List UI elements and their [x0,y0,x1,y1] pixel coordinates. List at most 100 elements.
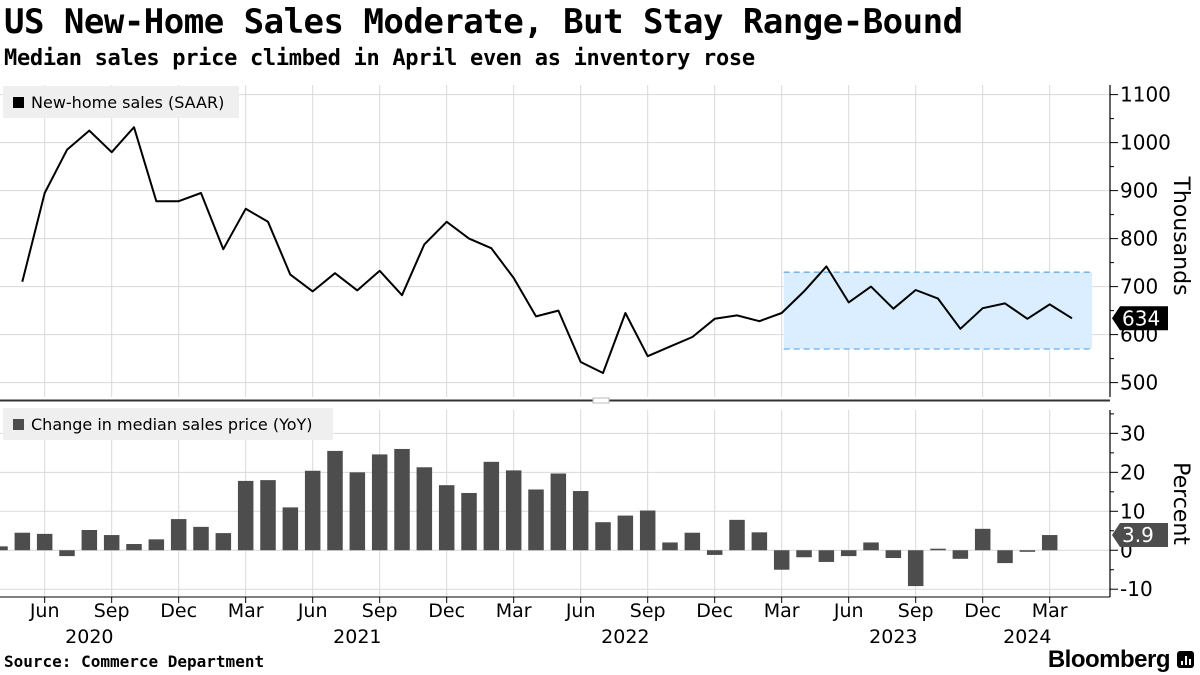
bar-2023-02 [751,532,768,551]
sales-axis-tick-label: 900 [1120,179,1158,203]
x-tick-label: Mar [764,600,800,622]
bar-2023-08 [885,550,902,559]
sales-line [21,126,1073,374]
price-legend-swatch [13,419,24,430]
x-tick-label: Dec [160,600,197,622]
sales-axis-tick-label: 800 [1120,227,1158,251]
bar-2022-05 [550,473,567,551]
bar-2022-12 [706,550,723,555]
range-band-layer [783,271,1093,350]
x-tick-label: Dec [696,600,733,622]
brand-logo-text: Bloomberg [1047,646,1171,673]
x-tick-label: Jun [833,600,864,622]
bar-2021-12 [438,485,455,551]
bar-2020-04 [0,546,8,551]
price-axis-tick-label: -10 [1120,577,1153,601]
x-year-label: 2024 [1003,626,1051,648]
price-last-value-text: 3.9 [1122,523,1154,547]
bar-2022-03 [505,470,522,551]
x-tick-label: Dec [428,600,465,622]
bar-2022-06 [572,491,589,551]
legend-layer: New-home sales (SAAR) Change in median sa… [3,86,333,440]
bar-2020-08 [81,529,98,551]
x-tick-label: Jun [29,600,60,622]
bar-2024-03 [1041,535,1058,551]
sales-axis-tick-label: 700 [1120,275,1158,299]
bar-2023-04 [796,550,812,558]
x-tick-label: Dec [964,600,1001,622]
bar-2021-07 [327,450,343,551]
price-axis-tick-label: 20 [1120,460,1145,484]
x-tick-label: Mar [496,600,532,622]
bar-2020-10 [126,544,142,551]
sales-legend-swatch [13,97,24,108]
bar-2023-09 [907,550,924,587]
sales-axis-tick-label: 1100 [1120,83,1171,107]
sales-legend-label: New-home sales (SAAR) [31,93,224,112]
price-legend-bg [3,408,333,440]
price-last-value-box [1112,523,1168,548]
sales-axis-title: Thousands [1168,175,1193,295]
bar-2024-02 [1019,550,1036,552]
bar-2024-01 [997,550,1013,564]
bar-2021-03 [237,480,254,551]
bar-2021-10 [394,448,410,551]
sales-axis-tick-label: 1000 [1120,131,1171,155]
range-band [783,272,1093,349]
bar-2021-08 [349,472,366,551]
bar-2020-12 [170,519,187,551]
bar-2021-02 [215,533,232,551]
bar-2021-09 [371,454,388,551]
x-year-label: 2022 [601,626,649,648]
sales-axis-tick-label: 500 [1120,371,1158,395]
bloomberg-icon [1177,651,1194,668]
price-axis-title: Percent [1168,462,1193,545]
price-axis-tick-label: 30 [1120,421,1145,445]
bar-2022-09 [639,510,656,551]
bar-2023-05 [818,550,835,562]
chart-title: US New-Home Sales Moderate, But Stay Ran… [4,2,963,42]
bar-2022-01 [461,492,477,551]
sales-legend: New-home sales (SAAR) [3,86,239,118]
panel-splitter-handle [592,397,610,404]
x-tick-label: Sep [898,600,934,622]
bar-2020-05 [14,532,31,551]
bar-2022-10 [662,542,678,551]
sales-last-value-text: 634 [1122,306,1160,330]
bar-2023-03 [773,550,790,570]
bar-2020-11 [148,539,165,551]
x-tick-label: Jun [297,600,328,622]
price-legend: Change in median sales price (YoY) [3,408,333,440]
bar-2023-07 [863,542,879,551]
bar-2020-06 [36,533,53,551]
bar-2021-04 [260,480,276,551]
sales-last-value-box [1112,306,1168,331]
bar-2023-06 [840,550,857,557]
bar-2022-07 [595,522,611,551]
bar-2023-01 [729,519,745,551]
x-year-label: 2023 [869,626,917,648]
bar-2021-06 [304,470,321,551]
price-axis-tick-label: 10 [1120,499,1145,523]
source-note: Source: Commerce Department [4,652,265,671]
sales-legend-bg [3,86,239,118]
axis-layer: 50060070080090010001100-100102030Thousan… [0,83,1193,648]
x-year-label: 2020 [65,626,113,648]
bar-2023-11 [952,550,969,559]
bar-2023-12 [974,528,991,551]
bar-series-layer [0,448,1058,587]
line-series-layer [21,126,1073,374]
bar-2020-09 [103,535,120,551]
price-last-value: 3.9 [1112,523,1168,548]
chart-subtitle: Median sales price climbed in April even… [4,46,755,71]
bar-2021-05 [282,507,299,551]
sales-last-value: 634 [1112,306,1168,331]
x-tick-label: Jun [565,600,596,622]
bar-2021-01 [193,526,209,551]
x-year-label: 2021 [333,626,381,648]
bar-2022-04 [528,489,544,551]
bar-2020-07 [59,550,75,557]
x-tick-label: Mar [228,600,264,622]
bar-2023-10 [930,548,946,551]
